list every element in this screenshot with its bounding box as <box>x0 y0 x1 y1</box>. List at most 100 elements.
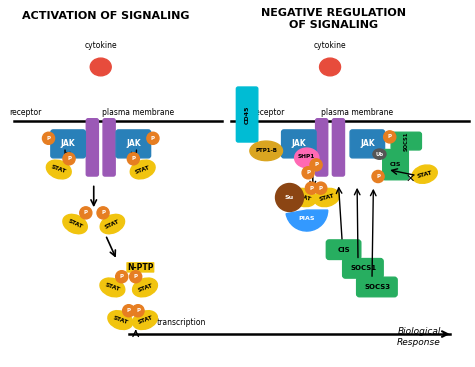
Text: SOCS1: SOCS1 <box>350 265 376 271</box>
Ellipse shape <box>100 278 125 297</box>
Circle shape <box>63 153 75 165</box>
Ellipse shape <box>100 214 124 234</box>
Text: P: P <box>319 186 323 191</box>
Text: PIAS: PIAS <box>298 216 315 221</box>
Text: transcription: transcription <box>157 317 206 327</box>
Ellipse shape <box>63 214 87 234</box>
Ellipse shape <box>47 160 71 179</box>
Text: Su: Su <box>285 195 294 200</box>
Circle shape <box>130 270 142 283</box>
Text: CIS: CIS <box>337 247 350 253</box>
Text: P: P <box>133 274 138 279</box>
Text: P: P <box>388 134 392 139</box>
Circle shape <box>276 184 304 211</box>
Text: receptor: receptor <box>252 108 285 117</box>
Ellipse shape <box>412 165 437 184</box>
Text: STAT: STAT <box>137 315 153 325</box>
Circle shape <box>314 182 327 194</box>
FancyBboxPatch shape <box>51 130 86 158</box>
Text: STAT: STAT <box>137 283 153 292</box>
FancyBboxPatch shape <box>282 130 316 158</box>
Circle shape <box>302 167 314 179</box>
Text: receptor: receptor <box>9 108 41 117</box>
Text: STAT: STAT <box>50 164 67 175</box>
Ellipse shape <box>320 58 341 76</box>
Circle shape <box>147 132 159 144</box>
Ellipse shape <box>108 310 133 330</box>
Wedge shape <box>286 210 328 231</box>
Text: STAT: STAT <box>417 170 433 179</box>
Ellipse shape <box>250 141 283 161</box>
Text: JAK: JAK <box>360 139 375 148</box>
FancyBboxPatch shape <box>391 132 421 150</box>
FancyBboxPatch shape <box>86 119 98 176</box>
Text: JAK: JAK <box>292 139 306 148</box>
Text: N-PTP: N-PTP <box>127 263 153 272</box>
FancyBboxPatch shape <box>103 119 115 176</box>
Circle shape <box>80 207 92 219</box>
Text: plasma membrane: plasma membrane <box>102 108 174 117</box>
Text: SOCS1: SOCS1 <box>404 131 409 151</box>
FancyBboxPatch shape <box>342 258 383 278</box>
Circle shape <box>132 305 144 317</box>
Circle shape <box>310 159 322 171</box>
Text: P: P <box>127 308 131 313</box>
Text: PTP1-B: PTP1-B <box>255 148 277 153</box>
Text: P: P <box>309 186 314 191</box>
Text: CIS: CIS <box>390 162 401 167</box>
Ellipse shape <box>133 278 157 297</box>
Circle shape <box>305 182 317 194</box>
Text: P: P <box>376 174 380 179</box>
Text: STAT: STAT <box>319 193 335 202</box>
Text: P: P <box>314 162 318 167</box>
Text: JAK: JAK <box>61 139 76 148</box>
Text: ACTIVATION OF SIGNALING: ACTIVATION OF SIGNALING <box>22 11 189 21</box>
Text: cytokine: cytokine <box>85 41 117 50</box>
Text: CD45: CD45 <box>245 105 249 124</box>
Text: P: P <box>151 136 155 141</box>
Text: P: P <box>120 274 124 279</box>
Text: STAT: STAT <box>104 283 121 292</box>
Text: P: P <box>132 156 135 161</box>
FancyBboxPatch shape <box>383 149 408 180</box>
Ellipse shape <box>373 149 386 159</box>
Text: NEGATIVE REGULATION
OF SIGNALING: NEGATIVE REGULATION OF SIGNALING <box>261 8 406 30</box>
Text: Ub: Ub <box>375 152 383 157</box>
Text: SHP1: SHP1 <box>298 155 315 159</box>
Text: P: P <box>101 210 105 215</box>
Circle shape <box>384 131 396 143</box>
Text: P: P <box>47 136 50 141</box>
FancyBboxPatch shape <box>237 87 258 142</box>
Circle shape <box>42 132 55 144</box>
Text: P: P <box>67 156 71 161</box>
Ellipse shape <box>314 188 339 207</box>
Circle shape <box>127 153 140 165</box>
FancyBboxPatch shape <box>315 119 328 176</box>
Text: STAT: STAT <box>104 218 121 230</box>
Text: plasma membrane: plasma membrane <box>321 108 393 117</box>
Text: SOCS3: SOCS3 <box>364 284 390 290</box>
Circle shape <box>123 305 135 317</box>
FancyBboxPatch shape <box>326 240 361 259</box>
Text: STAT: STAT <box>112 315 129 325</box>
Circle shape <box>372 170 384 182</box>
Ellipse shape <box>90 58 111 76</box>
Text: ✕: ✕ <box>406 174 415 184</box>
Circle shape <box>115 270 128 283</box>
Ellipse shape <box>291 188 316 207</box>
Ellipse shape <box>130 160 155 179</box>
Text: P: P <box>84 210 88 215</box>
Text: Biological
Response: Biological Response <box>397 327 441 347</box>
Ellipse shape <box>133 310 157 330</box>
Text: P: P <box>136 308 140 313</box>
Text: cytokine: cytokine <box>314 41 346 50</box>
FancyBboxPatch shape <box>116 130 151 158</box>
FancyBboxPatch shape <box>350 130 385 158</box>
Circle shape <box>97 207 109 219</box>
Ellipse shape <box>294 148 319 168</box>
Text: P: P <box>306 170 310 175</box>
Text: STAT: STAT <box>134 164 151 175</box>
Text: STAT: STAT <box>295 193 312 202</box>
Text: JAK: JAK <box>126 139 141 148</box>
Text: STAT: STAT <box>67 218 83 230</box>
